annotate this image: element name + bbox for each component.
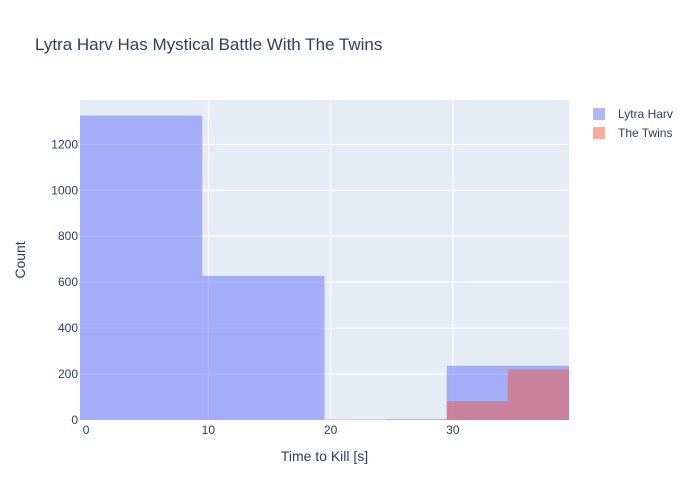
y-tick-label: 0: [71, 413, 78, 427]
histogram-bar-series-0[interactable]: [80, 115, 203, 420]
y-tick-label: 800: [58, 229, 78, 243]
y-axis-ticks: 0 200 400 600 800 1000 1200: [51, 137, 78, 427]
histogram-bar-series-1[interactable]: [385, 419, 447, 420]
bars-layer: [80, 115, 569, 420]
y-tick-label: 1000: [51, 183, 78, 197]
x-tick-label: 30: [446, 423, 460, 437]
legend-label: Lytra Harv: [618, 107, 673, 121]
y-tick-label: 200: [58, 367, 78, 381]
y-axis-label: Count: [12, 241, 28, 278]
y-tick-label: 1200: [51, 137, 78, 151]
x-axis-ticks: 0 10 20 30: [83, 423, 460, 437]
histogram-bar-series-1[interactable]: [507, 369, 569, 420]
legend-swatch: [593, 127, 605, 139]
x-axis-label: Time to Kill [s]: [281, 448, 368, 464]
histogram-bar-series-1[interactable]: [446, 401, 508, 420]
y-tick-label: 600: [58, 275, 78, 289]
legend-swatch: [593, 108, 605, 120]
legend-label: The Twins: [618, 126, 672, 140]
x-tick-label: 0: [83, 423, 90, 437]
histogram-bar-series-0[interactable]: [202, 275, 325, 420]
legend: Lytra Harv The Twins: [593, 107, 673, 140]
legend-item[interactable]: The Twins: [593, 126, 672, 140]
chart-title: Lytra Harv Has Mystical Battle With The …: [35, 35, 382, 54]
x-tick-label: 20: [324, 423, 338, 437]
y-tick-label: 400: [58, 321, 78, 335]
legend-item[interactable]: Lytra Harv: [593, 107, 673, 121]
x-tick-label: 10: [202, 423, 216, 437]
